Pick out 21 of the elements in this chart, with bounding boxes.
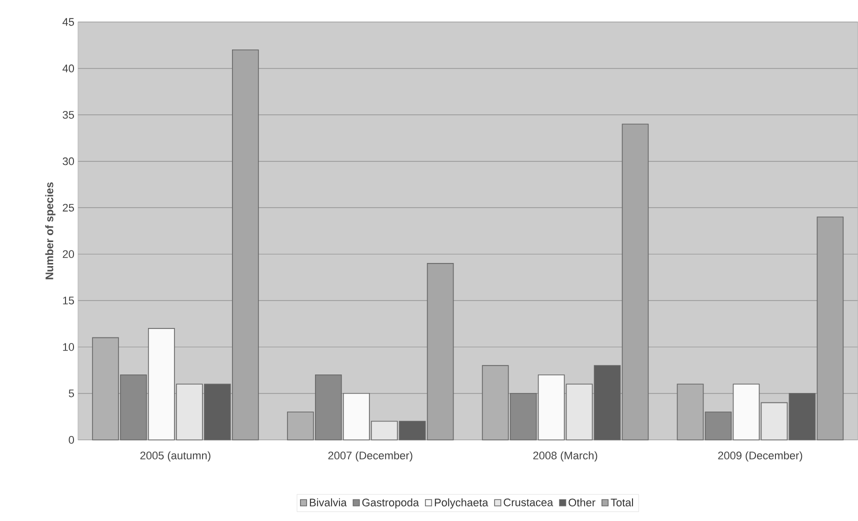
legend-label: Bivalvia bbox=[310, 498, 347, 506]
legend-label: Total bbox=[610, 498, 633, 506]
x-tick-label: 2009 (December) bbox=[718, 451, 802, 462]
x-tick-label: 2007 (December) bbox=[328, 451, 412, 462]
y-tick-label: 10 bbox=[63, 343, 74, 351]
y-tick-label: 35 bbox=[62, 111, 74, 119]
y-axis-title: Number of species bbox=[45, 182, 56, 280]
y-tick-label: 45 bbox=[62, 18, 74, 26]
y-tick-label: 30 bbox=[62, 158, 74, 166]
y-tick-label: 40 bbox=[62, 64, 74, 72]
x-tick-label: 2005 (autumn) bbox=[140, 451, 210, 462]
legend-label: Polychaeta bbox=[434, 498, 488, 509]
y-tick-label: 5 bbox=[68, 390, 74, 398]
y-tick-label: 20 bbox=[62, 250, 74, 258]
legend-label: Other bbox=[568, 498, 596, 506]
y-tick-label: 0 bbox=[68, 436, 74, 444]
legend-label: Crustacea bbox=[504, 498, 554, 506]
y-tick-label: 15 bbox=[63, 296, 74, 304]
x-tick-label: 2008 (March) bbox=[533, 451, 598, 462]
y-tick-label: 25 bbox=[62, 204, 74, 212]
legend-label: Gastropoda bbox=[362, 498, 420, 509]
